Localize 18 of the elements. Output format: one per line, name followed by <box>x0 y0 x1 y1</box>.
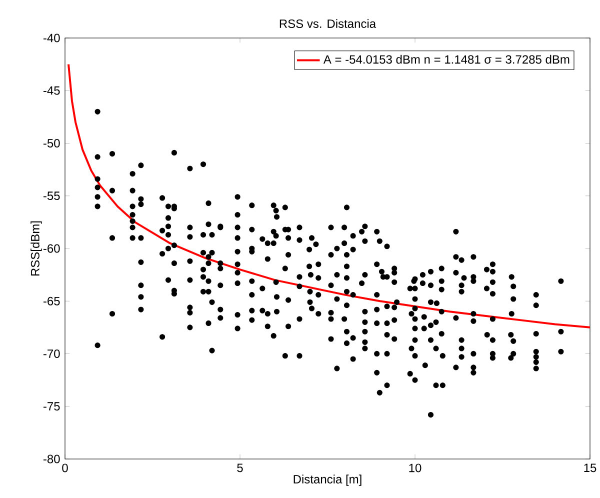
x-axis-title: Distancia [m] <box>294 474 362 486</box>
y-tick-label: -70 <box>43 349 60 358</box>
y-tick-label: -65 <box>43 296 60 306</box>
chart-title: RSS vs. Distancia <box>280 19 376 28</box>
y-tick-label: -55 <box>43 192 60 200</box>
line-series <box>68 63 590 328</box>
y-tick-label: -80 <box>43 454 60 464</box>
x-tick-label: 10 <box>409 464 422 472</box>
y-tick-label: -40 <box>43 34 60 42</box>
y-tick-label: -75 <box>43 402 60 411</box>
x-tick-label: 0 <box>62 464 68 472</box>
y-tick-label: -50 <box>43 138 60 148</box>
x-tick-label: 15 <box>584 464 596 472</box>
x-tick-label: 5 <box>237 464 243 472</box>
legend-label: A = -54.0153 dBm n = 1.1481 σ = 3.7285 dBm <box>323 54 570 64</box>
y-tick-label: -45 <box>43 86 60 95</box>
y-axis-title: RSS[dBm] <box>30 221 42 276</box>
y-tick-label: -60 <box>43 244 60 253</box>
